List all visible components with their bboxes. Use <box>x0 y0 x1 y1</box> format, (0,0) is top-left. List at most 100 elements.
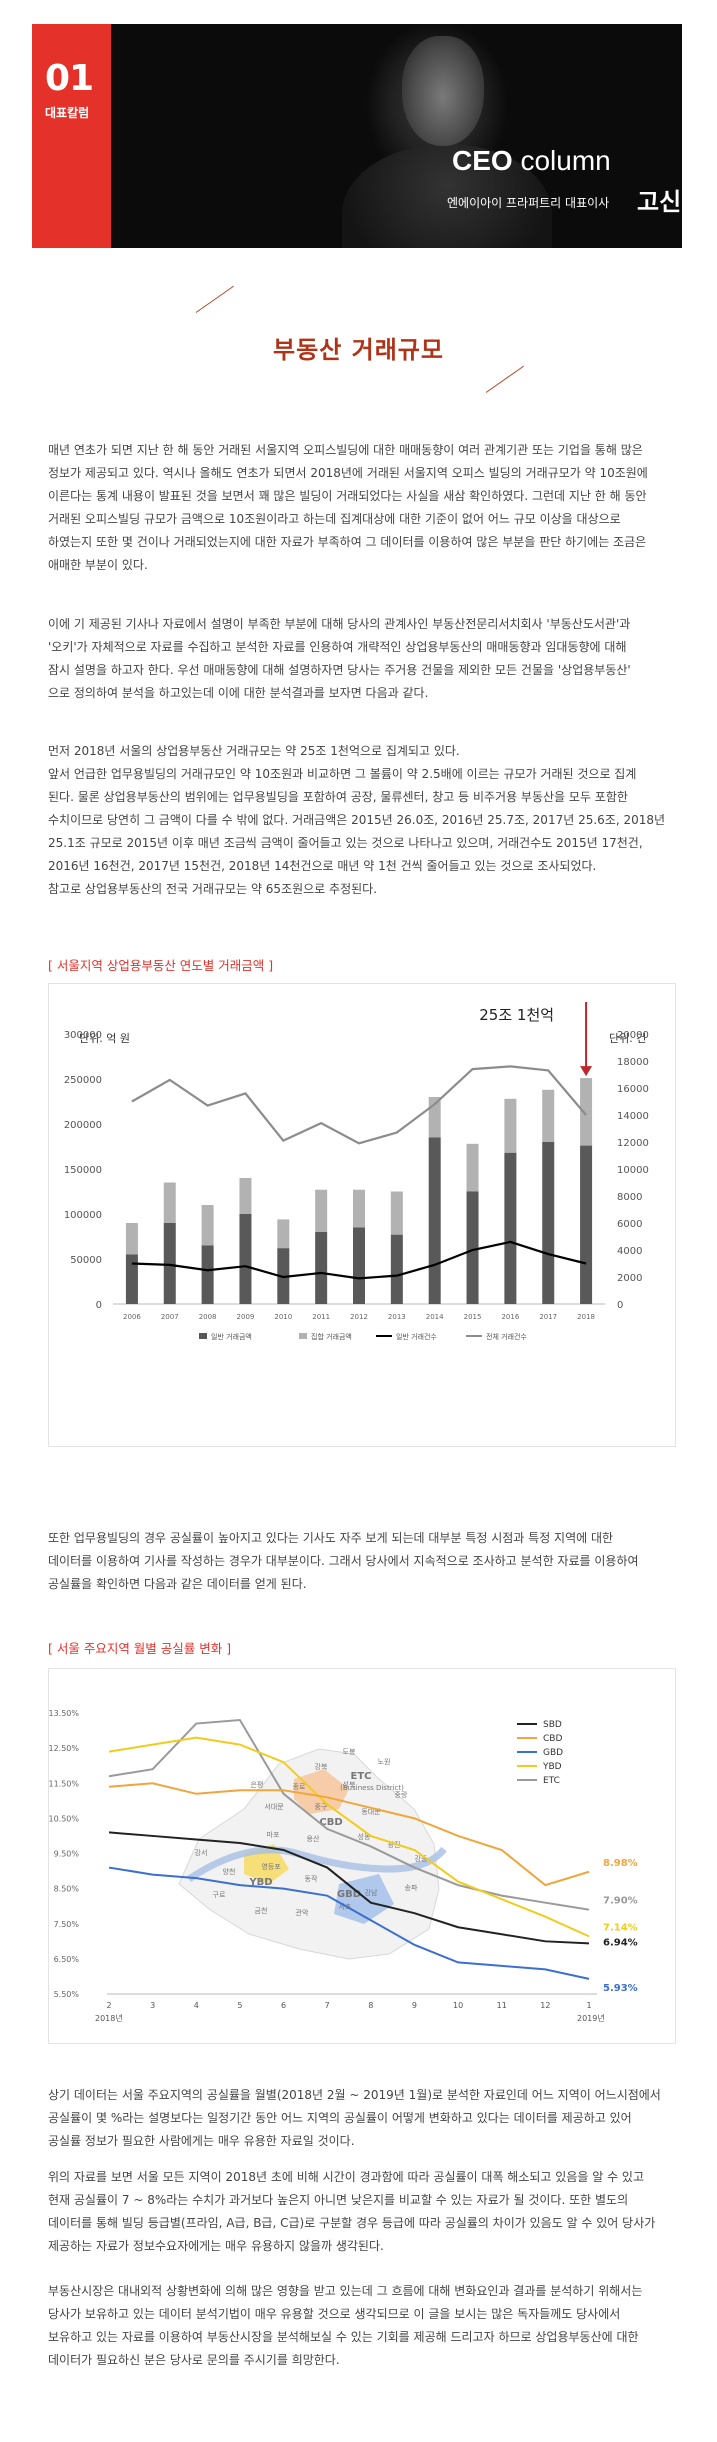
chart2-x-tick: 5 <box>237 2001 242 2010</box>
chart2-x-tick: 12 <box>540 2001 550 2010</box>
chart2-label: [ 서울 주요지역 월별 공실률 변화 ] <box>48 1641 232 1656</box>
chart2-end-label: 7.90% <box>603 1896 638 1907</box>
map-district-label: 중구 <box>315 1803 328 1811</box>
legend-label: CBD <box>543 1734 562 1744</box>
map-district-label: 도봉 <box>343 1748 356 1756</box>
text-line: 현재 공실률이 7 ~ 8%라는 수치가 과거보다 높은지 아니면 낮은지를 비… <box>48 2193 629 2207</box>
text-line: 부동산시장은 대내외적 상황변화에 의해 많은 영향을 받고 있는데 그 흐름에… <box>48 2284 643 2298</box>
bar-general-amount <box>428 1137 441 1304</box>
text-line: 이에 기 제공된 기사나 자료에서 설명이 부족한 부분에 대해 당사의 관계사… <box>48 617 631 631</box>
chart2-x-tick: 9 <box>412 2001 417 2010</box>
column-number-box <box>32 24 111 248</box>
chart1-left-tick: 250000 <box>64 1075 102 1086</box>
chart1-x-tick: 2006 <box>123 1313 141 1321</box>
map-district-label: 성동 <box>358 1832 371 1841</box>
chart1-x-tick: 2017 <box>539 1313 557 1321</box>
chart1-right-tick: 14000 <box>617 1111 649 1122</box>
map-district-label: 성북 <box>343 1780 356 1789</box>
map-district-label: 서대문 <box>264 1802 284 1811</box>
bar-general-amount <box>125 1254 138 1304</box>
paragraph-conclusion: 부동산시장은 대내외적 상황변화에 의해 많은 영향을 받고 있는데 그 흐름에… <box>48 2280 673 2372</box>
text-line: 하였는지 또한 몇 건이나 거래되었는지에 대한 자료가 부족하여 그 데이터를… <box>48 535 647 549</box>
text-line: 잠시 설명을 하고자 한다. 우선 매매동향에 대해 설명하자면 당사는 주거용… <box>48 663 631 677</box>
chart2-end-label: 6.94% <box>603 1937 638 1948</box>
chart1-x-tick: 2015 <box>464 1313 482 1321</box>
chart1-right-tick: 6000 <box>617 1219 642 1230</box>
chart1-x-tick: 2014 <box>426 1313 444 1321</box>
text-line: 2016년 16천건, 2017년 15천건, 2018년 14천건으로 매년 … <box>48 859 597 873</box>
bar-collective-amount <box>504 1098 517 1153</box>
chart2-end-label: 5.93% <box>603 1983 638 1994</box>
bar-collective-amount <box>353 1189 365 1228</box>
map-district-label: 광진 <box>388 1840 401 1849</box>
line-etc <box>108 1718 590 1911</box>
column-number: 01 <box>45 58 94 99</box>
map-district-label: 영등포 <box>261 1862 281 1871</box>
paragraph-vacancy-analysis: 위의 자료를 보면 서울 모든 지역이 2018년 초에 비해 시간이 경과함에… <box>48 2166 673 2258</box>
text-line: 제공하는 자료가 정보수요자에게는 매우 유용하지 않을까 생각된다. <box>48 2239 384 2253</box>
chart2-y-tick: 7.50% <box>54 1920 80 1929</box>
map-district-label: 강서 <box>195 1848 208 1857</box>
chart2-y-tick: 10.50% <box>49 1814 79 1823</box>
chart1-right-unit: 단위. 건 <box>609 1032 646 1045</box>
title-decor-slash-right <box>485 365 524 393</box>
chart1-left-unit: 단위. 억 원 <box>79 1032 130 1045</box>
chart1-right-tick: 4000 <box>617 1246 642 1257</box>
chart1-x-tick: 2012 <box>350 1313 368 1321</box>
text-line: 정보가 제공되고 있다. 역시나 올해도 연초가 되면서 2018년에 거래된 … <box>48 466 648 480</box>
portrait-body <box>342 144 552 248</box>
text-line: 된다. 물론 상업용부동산의 범위에는 업무용빌딩을 포함하여 공장, 물류센터… <box>48 790 628 804</box>
chart1-right-tick: 16000 <box>617 1084 649 1095</box>
title-decor-slash-left <box>195 285 234 313</box>
chart1-x-tick: 2013 <box>388 1313 406 1321</box>
legend-label: 일반 거래건수 <box>396 1332 437 1341</box>
transaction-volume-chart: 단위. 억 원 단위. 건3000002500002000001500001000… <box>64 1002 649 1341</box>
line-cbd <box>108 1782 590 1887</box>
bar-collective-amount <box>542 1089 555 1142</box>
map-district-label: 노원 <box>378 1757 391 1766</box>
text-line: 당사가 보유하고 있는 데이터 분석기법이 매우 유용할 것으로 생각되므로 이… <box>48 2307 621 2321</box>
text-line: 참고로 상업용부동산의 전국 거래규모는 약 65조원으로 추정된다. <box>48 882 378 896</box>
paragraph-intro: 매년 연초가 되면 지난 한 해 동안 거래된 서울지역 오피스빌딩에 대한 매… <box>48 439 673 577</box>
bar-general-amount <box>353 1227 365 1304</box>
text-line: 보유하고 있는 자료를 이용하여 부동산시장을 분석해보실 수 있는 기회를 제… <box>48 2330 639 2344</box>
text-line: 공실률을 확인하면 다음과 같은 데이터를 얻게 된다. <box>48 1577 307 1591</box>
bar-collective-amount <box>390 1191 403 1235</box>
map-district-label: 동작 <box>305 1874 318 1883</box>
legend-label: 집합 거래금액 <box>311 1332 352 1341</box>
chart1-x-tick: 2008 <box>199 1313 217 1321</box>
chart1-x-tick: 2011 <box>312 1313 330 1321</box>
map-cbd-area <box>294 1769 349 1814</box>
text-line: 또한 업무용빌딩의 경우 공실률이 높아지고 있다는 기사도 자주 보게 되는데… <box>48 1531 614 1545</box>
ceo-title-bold: CEO <box>452 145 513 176</box>
bar-general-amount <box>201 1245 214 1304</box>
map-han-river <box>187 1846 447 1882</box>
line-general-count <box>131 1240 587 1280</box>
article-title: 부동산 거래규모 <box>273 336 444 364</box>
map-district-label: ETC <box>351 1771 372 1782</box>
map-district-label: 동대문 <box>361 1808 381 1816</box>
chart2-y-tick: 11.50% <box>49 1779 79 1788</box>
bar-collective-amount <box>201 1205 214 1246</box>
bar-collective-amount <box>580 1078 593 1146</box>
chart2-end-label: 7.14% <box>603 1922 638 1933</box>
chart1-x-tick: 2009 <box>237 1313 255 1321</box>
bar-general-amount <box>504 1152 517 1304</box>
map-district-label: (Business District) <box>340 1784 404 1792</box>
line-total-count <box>131 1065 587 1145</box>
map-district-label: 구로 <box>213 1891 226 1899</box>
chart2-x-tick: 1 <box>586 2001 591 2010</box>
legend-label: 전체 거래건수 <box>486 1332 527 1341</box>
text-line: 수치이므로 당연히 그 금액이 다를 수 밖에 없다. 거래금액은 2015년 … <box>48 813 666 827</box>
text-line: 25.1조 규모로 2015년 이후 매년 조금씩 금액이 줄어들고 있는 것으… <box>48 836 643 850</box>
map-district-label: 관악 <box>296 1908 309 1917</box>
paragraph-research-source: 이에 기 제공된 기사나 자료에서 설명이 부족한 부분에 대해 당사의 관계사… <box>48 613 673 705</box>
chart2-x-tick: 11 <box>497 2001 507 2010</box>
chart1-right-tick: 0 <box>617 1300 623 1311</box>
map-district-label: 양천 <box>223 1867 236 1876</box>
map-district-label: 금천 <box>255 1906 268 1915</box>
text-line: 이른다는 통계 내용이 발표된 것을 보면서 꽤 많은 빌딩이 거래되었다는 사… <box>48 489 647 503</box>
text-line: 공실률이 몇 %라는 설명보다는 일정기간 동안 어느 지역의 공실률이 어떻게… <box>48 2111 632 2125</box>
chart2-y-tick: 5.50% <box>54 1990 80 1999</box>
legend-label: SBD <box>543 1720 562 1730</box>
